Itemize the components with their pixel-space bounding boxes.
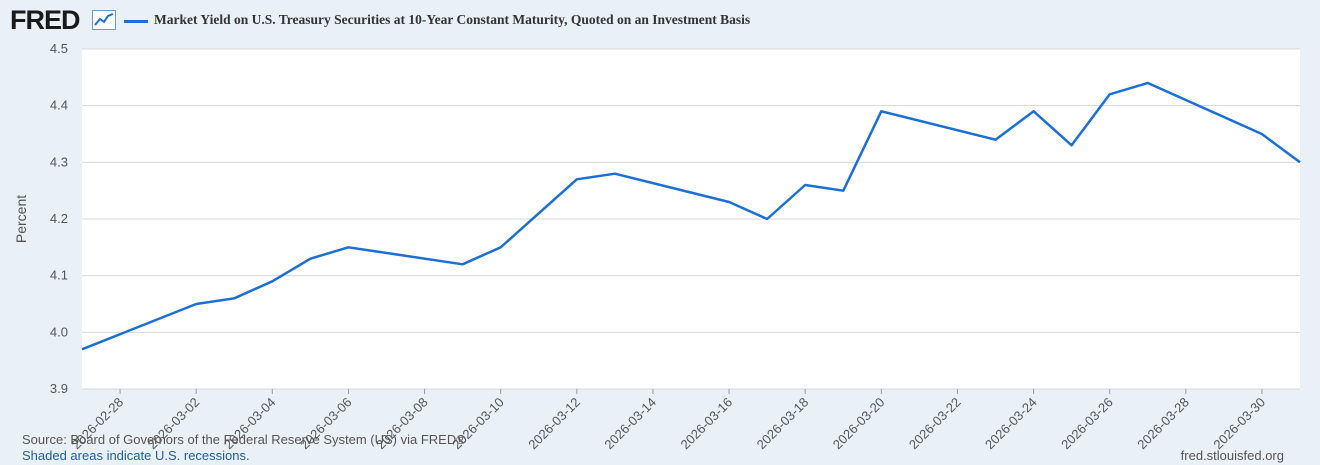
y-tick-label: 3.9 xyxy=(50,381,68,396)
x-tick-label: 2026-03-26 xyxy=(1058,395,1116,453)
y-tick-label: 4.0 xyxy=(50,324,68,339)
y-tick-label: 4.5 xyxy=(50,41,68,56)
x-tick-label: 2026-03-16 xyxy=(678,395,736,453)
x-tick-label: 2026-03-28 xyxy=(1134,395,1192,453)
y-axis-ticks: 3.9 4.0 4.1 4.2 4.3 4.4 4.5 xyxy=(50,41,68,396)
x-tick-label: 2026-03-12 xyxy=(525,395,583,453)
y-tick-label: 4.1 xyxy=(50,268,68,283)
x-tick-label: 2026-03-22 xyxy=(906,395,964,453)
gridlines xyxy=(82,48,1300,390)
fred-url[interactable]: fred.stlouisfed.org xyxy=(1180,448,1284,463)
y-tick-label: 4.2 xyxy=(50,211,68,226)
source-note: Source: Board of Governors of the Federa… xyxy=(22,432,466,447)
legend-swatch xyxy=(124,20,148,23)
series-line[interactable] xyxy=(81,81,1301,351)
chart-title: Market Yield on U.S. Treasury Securities… xyxy=(154,12,751,27)
x-tick-label: 2026-03-14 xyxy=(601,395,659,453)
x-tick-label: 2026-03-30 xyxy=(1210,395,1268,453)
fred-logo[interactable]: FRED xyxy=(10,5,80,35)
y-tick-label: 4.4 xyxy=(50,98,68,113)
recession-note[interactable]: Shaded areas indicate U.S. recessions. xyxy=(22,448,250,463)
x-tick-label: 2026-03-20 xyxy=(830,395,888,453)
line-chart-icon xyxy=(92,10,116,30)
y-tick-label: 4.3 xyxy=(50,154,68,169)
chart-header: FRED Market Yield on U.S. Treasury Secur… xyxy=(0,0,1320,40)
x-tick-label: 2026-03-24 xyxy=(982,395,1040,453)
x-tick-label: 2026-03-18 xyxy=(754,395,812,453)
y-axis-label: Percent xyxy=(13,195,29,243)
